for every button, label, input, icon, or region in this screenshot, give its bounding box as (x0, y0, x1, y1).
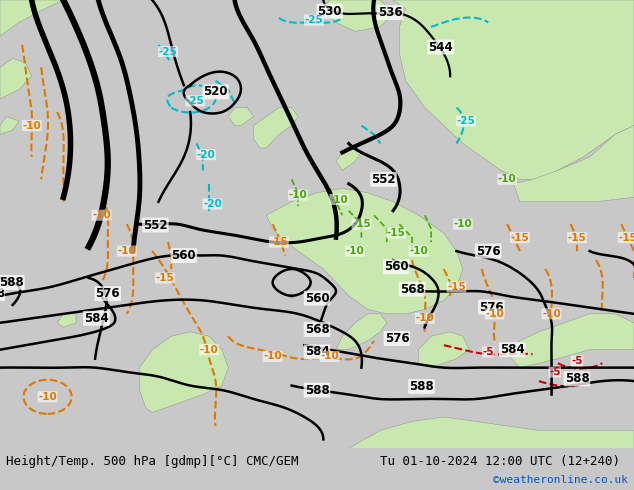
Text: -10: -10 (542, 309, 561, 319)
Text: -10: -10 (200, 344, 219, 355)
Text: 584: 584 (500, 343, 525, 356)
Text: 8: 8 (0, 287, 4, 300)
Text: 560: 560 (305, 292, 329, 305)
Polygon shape (323, 0, 393, 31)
Text: -10: -10 (485, 309, 504, 319)
Text: -10: -10 (288, 190, 307, 200)
Text: 584: 584 (84, 312, 109, 325)
Polygon shape (57, 314, 76, 327)
Text: 584: 584 (304, 345, 330, 359)
Text: 576: 576 (479, 301, 503, 314)
Text: -5: -5 (571, 356, 583, 366)
Text: -15: -15 (447, 282, 466, 292)
Text: -10: -10 (409, 246, 428, 256)
Text: -25: -25 (456, 116, 476, 126)
Text: -10: -10 (346, 246, 365, 256)
Text: -5: -5 (549, 367, 560, 377)
Polygon shape (0, 58, 32, 98)
Text: Height/Temp. 500 hPa [gdmp][°C] CMC/GEM: Height/Temp. 500 hPa [gdmp][°C] CMC/GEM (6, 455, 299, 468)
Text: 588: 588 (0, 276, 24, 289)
Text: 552: 552 (372, 173, 396, 186)
Text: -10: -10 (330, 195, 349, 204)
Polygon shape (254, 108, 298, 148)
Text: 576: 576 (385, 332, 409, 345)
Text: 576: 576 (96, 287, 120, 300)
Polygon shape (507, 314, 634, 368)
Text: -25: -25 (186, 96, 205, 106)
Text: 588: 588 (409, 380, 434, 393)
Text: 576: 576 (476, 245, 500, 258)
Polygon shape (266, 188, 463, 314)
Text: -10: -10 (38, 392, 57, 402)
Text: -10: -10 (92, 210, 111, 220)
Text: Tu 01-10-2024 12:00 UTC (12+240): Tu 01-10-2024 12:00 UTC (12+240) (380, 455, 621, 468)
Text: 588: 588 (564, 372, 590, 385)
Text: -25: -25 (158, 47, 178, 56)
Text: -15: -15 (352, 219, 371, 229)
Text: -10: -10 (415, 313, 434, 323)
Text: -15: -15 (387, 228, 406, 238)
Text: -20: -20 (197, 149, 216, 160)
Polygon shape (0, 117, 19, 135)
Text: 560: 560 (172, 249, 196, 262)
Text: -5: -5 (482, 347, 494, 357)
Text: -10: -10 (263, 351, 282, 362)
Text: 560: 560 (384, 260, 408, 273)
Text: ©weatheronline.co.uk: ©weatheronline.co.uk (493, 475, 628, 485)
Text: -10: -10 (498, 174, 517, 184)
Polygon shape (190, 417, 634, 448)
Text: -10: -10 (22, 121, 41, 130)
Text: 530: 530 (318, 5, 342, 18)
Polygon shape (514, 125, 634, 202)
Text: 544: 544 (428, 41, 453, 53)
Text: -15: -15 (510, 233, 529, 243)
Text: -15: -15 (567, 233, 586, 243)
Polygon shape (336, 314, 387, 350)
Polygon shape (393, 0, 634, 179)
Text: -10: -10 (117, 246, 136, 256)
Polygon shape (418, 332, 469, 368)
Text: 568: 568 (399, 283, 425, 295)
Text: 568: 568 (304, 323, 330, 336)
Text: -15: -15 (155, 273, 174, 283)
Polygon shape (139, 332, 228, 413)
Text: -15: -15 (618, 233, 634, 243)
Polygon shape (228, 108, 254, 125)
Text: -20: -20 (203, 199, 222, 209)
Text: -10: -10 (453, 219, 472, 229)
Text: 520: 520 (204, 85, 228, 98)
Polygon shape (0, 0, 63, 36)
Polygon shape (336, 148, 361, 171)
Text: 536: 536 (378, 6, 402, 19)
Text: -10: -10 (320, 351, 339, 362)
Text: 588: 588 (304, 384, 330, 396)
Text: -25: -25 (304, 15, 323, 25)
Text: -15: -15 (269, 237, 288, 247)
Text: 552: 552 (143, 219, 167, 232)
